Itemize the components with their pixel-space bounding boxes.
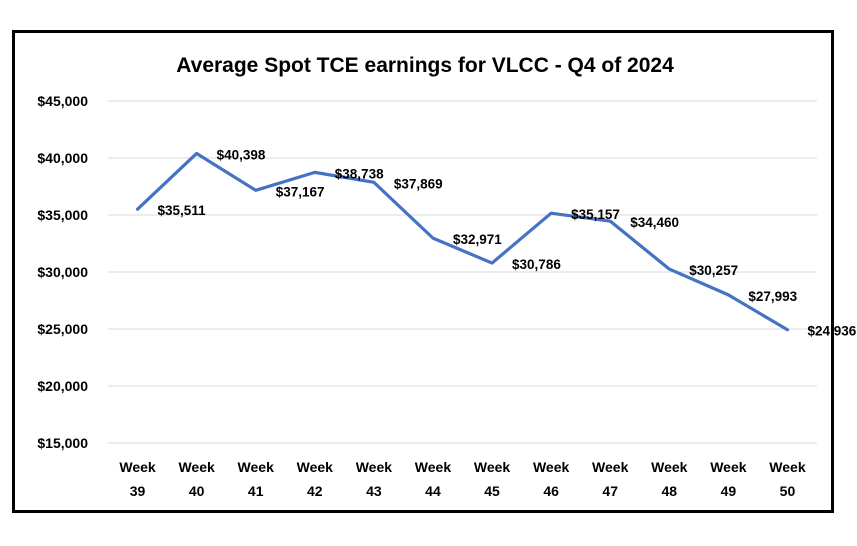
y-tick-label: $40,000: [37, 150, 88, 166]
data-label: $38,738: [335, 166, 384, 181]
y-tick-label: $20,000: [37, 378, 88, 394]
x-tick-label: Week 45: [474, 459, 511, 499]
data-label: $30,786: [512, 257, 561, 272]
y-tick-label: $15,000: [37, 435, 88, 451]
y-axis-ticks: $15,000 $20,000 $25,000 $30,000 $35,000 $40,0…: [37, 93, 88, 451]
x-tick-label: Week 46: [533, 459, 570, 499]
y-tick-label: $45,000: [37, 93, 88, 109]
chart-title: Average Spot TCE earnings for VLCC - Q4 …: [176, 54, 674, 77]
y-tick-label: $30,000: [37, 264, 88, 280]
data-label: $37,869: [394, 176, 443, 191]
x-tick-label: Week 42: [297, 459, 334, 499]
data-label: $37,167: [276, 184, 325, 199]
data-label: $24,936: [807, 324, 856, 339]
gridlines: [108, 100, 817, 444]
data-label: $34,460: [630, 215, 679, 230]
y-tick-label: $25,000: [37, 321, 88, 337]
data-label: $30,257: [689, 263, 738, 278]
data-label: $35,511: [158, 203, 207, 218]
x-tick-label: Week 39: [119, 459, 156, 499]
data-label: $35,157: [571, 207, 620, 222]
x-tick-label: Week 41: [238, 459, 275, 499]
x-tick-label: Week 49: [710, 459, 747, 499]
data-label: $32,971: [453, 232, 502, 247]
x-tick-label: Week 48: [651, 459, 688, 499]
data-label: $27,993: [748, 289, 797, 304]
x-tick-label: Week 44: [415, 459, 452, 499]
series-line: [135, 151, 790, 332]
x-tick-label: Week 43: [356, 459, 393, 499]
x-tick-label: Week 50: [769, 459, 806, 499]
data-labels: $35,511 $40,398 $37,167 $38,738 $37,869 $32,9…: [158, 147, 857, 338]
y-tick-label: $35,000: [37, 207, 88, 223]
x-axis-ticks: Week 39 Week 40 Week 41 Week 42 Week 43 Week 44 Week…: [119, 459, 805, 499]
x-tick-label: Week 40: [178, 459, 215, 499]
data-label: $40,398: [217, 147, 266, 162]
x-tick-label: Week 47: [592, 459, 629, 499]
